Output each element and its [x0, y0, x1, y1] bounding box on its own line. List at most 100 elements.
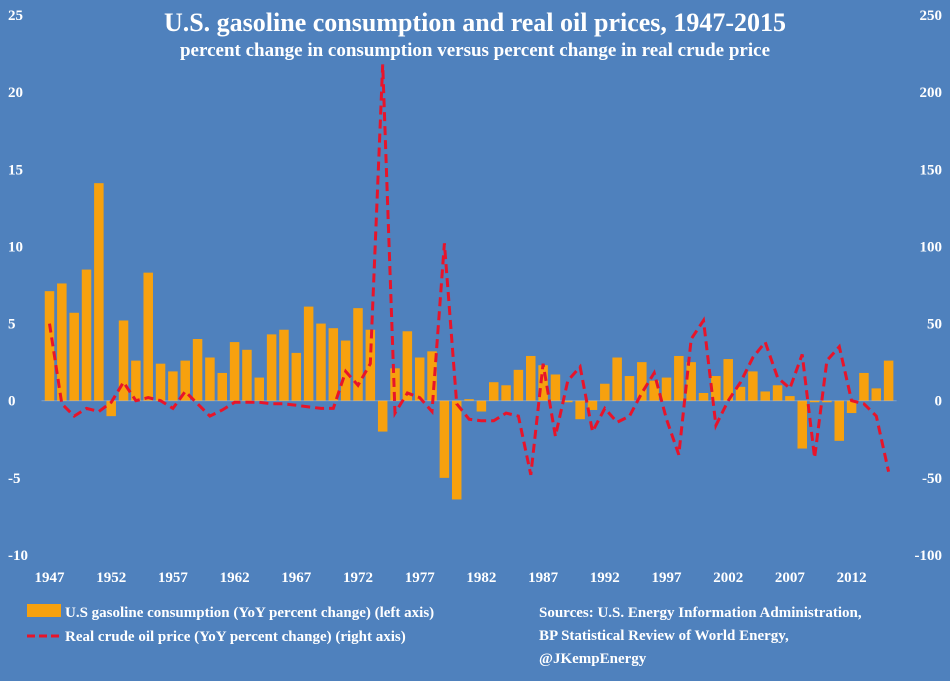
right-tick-label: -50 [922, 471, 942, 487]
x-tick-label: 1982 [466, 570, 496, 586]
x-tick-label: 1947 [35, 570, 66, 586]
consumption-bar [883, 360, 894, 401]
right-tick-label: 50 [927, 317, 942, 333]
consumption-bar [44, 291, 55, 401]
x-tick-label: 1997 [652, 570, 683, 586]
consumption-bar [809, 400, 820, 403]
consumption-bar [772, 385, 783, 401]
consumption-bar [131, 360, 141, 401]
consumption-bar [513, 369, 524, 401]
consumption-bar [760, 391, 770, 401]
consumption-bar [563, 400, 573, 403]
consumption-bar [624, 376, 635, 401]
chart-subtitle: percent change in consumption versus per… [180, 40, 770, 61]
sources: Sources: U.S. Energy Information Adminis… [539, 605, 862, 667]
consumption-bar [81, 269, 92, 401]
x-axis-ticks: 1947 1952 1957 1962 1967 1972 1977 1982 1987 1992… [35, 570, 867, 586]
x-tick-label: 1957 [158, 570, 189, 586]
consumption-bar [600, 383, 610, 401]
consumption-bar [57, 283, 67, 401]
consumption-bar [69, 312, 79, 401]
consumption-bar [538, 365, 548, 401]
right-tick-label: 200 [920, 85, 943, 101]
consumption-bar [242, 349, 252, 401]
consumption-bar [748, 371, 758, 401]
consumption-bars [44, 183, 894, 500]
consumption-bar [94, 183, 104, 401]
right-tick-label: 250 [920, 8, 943, 24]
consumption-bar [526, 355, 536, 401]
right-tick-label: 150 [920, 162, 943, 178]
consumption-bar [735, 386, 746, 401]
right-axis-ticks: -100 -50 0 50 100 150 200 250 [915, 8, 943, 564]
consumption-bar [414, 357, 425, 401]
consumption-bar [439, 400, 450, 478]
consumption-bar [427, 351, 437, 401]
consumption-bar [328, 328, 339, 401]
consumption-bar [291, 352, 302, 401]
left-tick-label: 5 [8, 317, 16, 333]
left-tick-label: -5 [8, 471, 21, 487]
left-tick-label: 0 [8, 394, 16, 410]
consumption-bar [612, 357, 622, 401]
consumption-bar [871, 388, 882, 401]
x-tick-label: 2007 [775, 570, 806, 586]
x-tick-label: 1962 [220, 570, 250, 586]
chart-title: U.S. gasoline consumption and real oil p… [164, 8, 786, 37]
x-tick-label: 1987 [528, 570, 559, 586]
x-tick-label: 1967 [281, 570, 312, 586]
consumption-bar [723, 359, 733, 401]
right-tick-label: -100 [915, 548, 943, 564]
right-tick-label: 100 [920, 239, 943, 255]
legend: U.S gasoline consumption (YoY percent ch… [27, 604, 434, 645]
consumption-bar [377, 400, 388, 432]
consumption-bar [822, 400, 832, 403]
legend-swatch-consumption [27, 604, 61, 617]
consumption-bar [316, 323, 326, 401]
consumption-bar [501, 385, 511, 401]
left-tick-label: 10 [8, 239, 23, 255]
consumption-bar [192, 339, 203, 401]
consumption-bar [649, 380, 659, 401]
x-tick-label: 1952 [96, 570, 126, 586]
consumption-bar [303, 306, 314, 401]
x-tick-label: 1992 [590, 570, 620, 586]
consumption-bar [168, 371, 178, 401]
consumption-bar [674, 355, 684, 401]
source-line-2: BP Statistical Review of World Energy, [539, 628, 789, 644]
consumption-bar [488, 382, 499, 401]
consumption-bar [451, 400, 462, 500]
consumption-bar [785, 396, 795, 401]
left-axis-ticks: -10 -5 0 5 10 15 20 25 [8, 8, 28, 564]
consumption-bar [266, 334, 277, 401]
consumption-bar [637, 362, 647, 401]
x-tick-label: 1977 [405, 570, 436, 586]
consumption-bar [686, 362, 696, 401]
consumption-bar [353, 308, 363, 401]
legend-label-oil-price: Real crude oil price (YoY percent change… [65, 629, 406, 645]
consumption-bar [550, 374, 561, 401]
consumption-bar [279, 329, 289, 401]
left-tick-label: 15 [8, 162, 23, 178]
consumption-bar [254, 377, 265, 401]
left-tick-label: 20 [8, 85, 23, 101]
oil-price-line [48, 64, 891, 476]
consumption-bar [711, 376, 721, 401]
consumption-bar [118, 320, 129, 401]
consumption-bar [846, 400, 857, 414]
consumption-bar [217, 372, 228, 401]
x-tick-label: 2002 [713, 570, 743, 586]
consumption-bar [587, 400, 598, 410]
consumption-bar [834, 400, 845, 441]
consumption-bar [143, 272, 153, 401]
consumption-bar [402, 331, 413, 401]
consumption-bar [155, 363, 166, 401]
consumption-bar [575, 400, 585, 420]
consumption-bar [698, 393, 709, 401]
consumption-bar [229, 342, 240, 401]
source-line-1: Sources: U.S. Energy Information Adminis… [539, 605, 862, 621]
consumption-bar [205, 357, 215, 401]
consumption-bar [464, 399, 474, 401]
consumption-bar [661, 377, 672, 401]
